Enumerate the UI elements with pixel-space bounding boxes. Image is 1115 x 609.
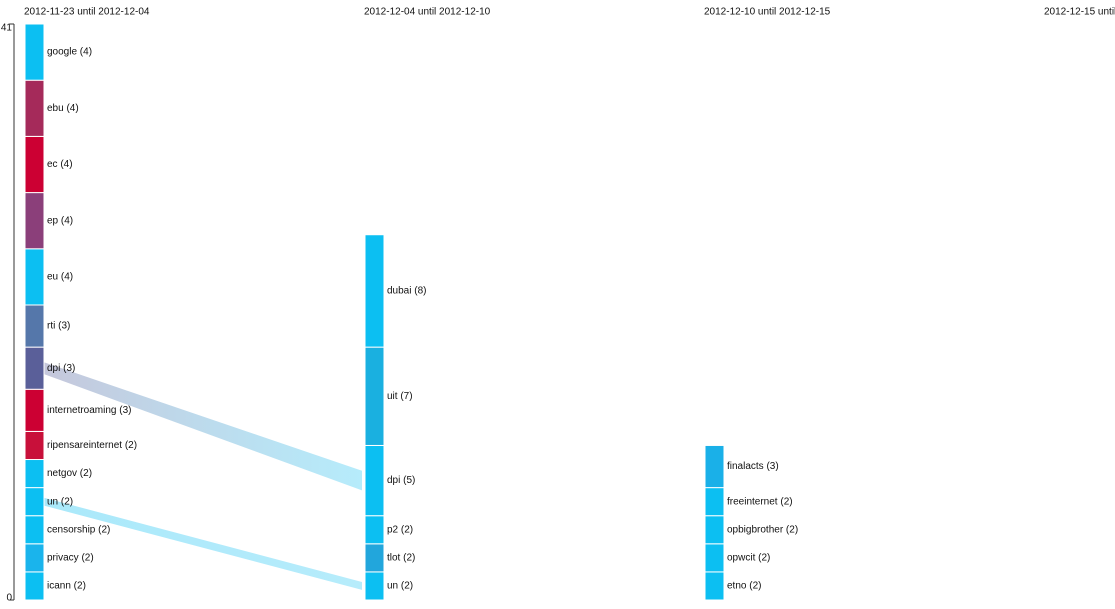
tag-bar [24, 248, 45, 306]
tag-label: icann (2) [47, 581, 86, 592]
tag-label: dpi (5) [387, 475, 415, 486]
period-label: 2012-12-10 until 2012-12-15 [704, 7, 831, 18]
tag-bar [24, 192, 45, 250]
tag-label: rti (3) [47, 321, 70, 332]
tag-label: privacy (2) [47, 552, 94, 563]
tag-bar [24, 304, 45, 348]
tag-label: eu (4) [47, 272, 73, 283]
tag-bar [364, 234, 385, 348]
tag-bar [24, 430, 45, 461]
link [44, 362, 362, 491]
tag-label: finalacts (3) [727, 461, 779, 472]
period-label: 2012-12-04 until 2012-12-10 [364, 7, 491, 18]
tag-label: internetroaming (3) [47, 405, 131, 416]
tag-label: opbigbrother (2) [727, 524, 798, 535]
tag-bar [704, 487, 725, 517]
y-tick-label: 0 [6, 593, 12, 604]
tag-label: dubai (8) [387, 286, 426, 297]
tag-label: ep (4) [47, 215, 73, 226]
links [44, 362, 362, 590]
tag-label: p2 (2) [387, 524, 413, 535]
tag-bar [24, 23, 45, 81]
link [44, 497, 362, 590]
tag-label: un (2) [47, 496, 73, 507]
tag-bar [364, 515, 385, 545]
tag-label: censorship (2) [47, 524, 110, 535]
tag-bar [24, 487, 45, 517]
tag-label: dpi (3) [47, 363, 75, 374]
y-tick-label: 41 [1, 23, 13, 34]
tag-bar [24, 346, 45, 390]
tag-bar [364, 543, 385, 573]
tag-bar [24, 543, 45, 573]
tag-bar [704, 571, 725, 601]
tag-label: ripensareinternet (2) [47, 440, 137, 451]
tag-label: ec (4) [47, 159, 73, 170]
tag-bar [704, 444, 725, 489]
tag-label: ebu (4) [47, 103, 79, 114]
tag-bar [24, 459, 45, 489]
tag-label: google (4) [47, 47, 92, 58]
tag-label: un (2) [387, 581, 413, 592]
tag-label: freeinternet (2) [727, 496, 793, 507]
tag-bar [364, 444, 385, 517]
tag-bar [704, 515, 725, 545]
tag-label: tlot (2) [387, 552, 415, 563]
tag-label: opwcit (2) [727, 552, 770, 563]
period-label: 2012-12-15 until [1044, 7, 1115, 18]
period-label: 2012-11-23 until 2012-12-04 [24, 7, 150, 18]
tag-bar [704, 543, 725, 573]
tag-label: netgov (2) [47, 468, 92, 479]
tag-label: etno (2) [727, 581, 761, 592]
tag-label: uit (7) [387, 391, 413, 402]
tag-bar [24, 388, 45, 432]
tag-bar [24, 79, 45, 137]
tag-bar [24, 515, 45, 545]
tag-bar [364, 346, 385, 446]
tag-bar [24, 135, 45, 194]
tag-bar [24, 571, 45, 601]
tag-bar [364, 571, 385, 601]
